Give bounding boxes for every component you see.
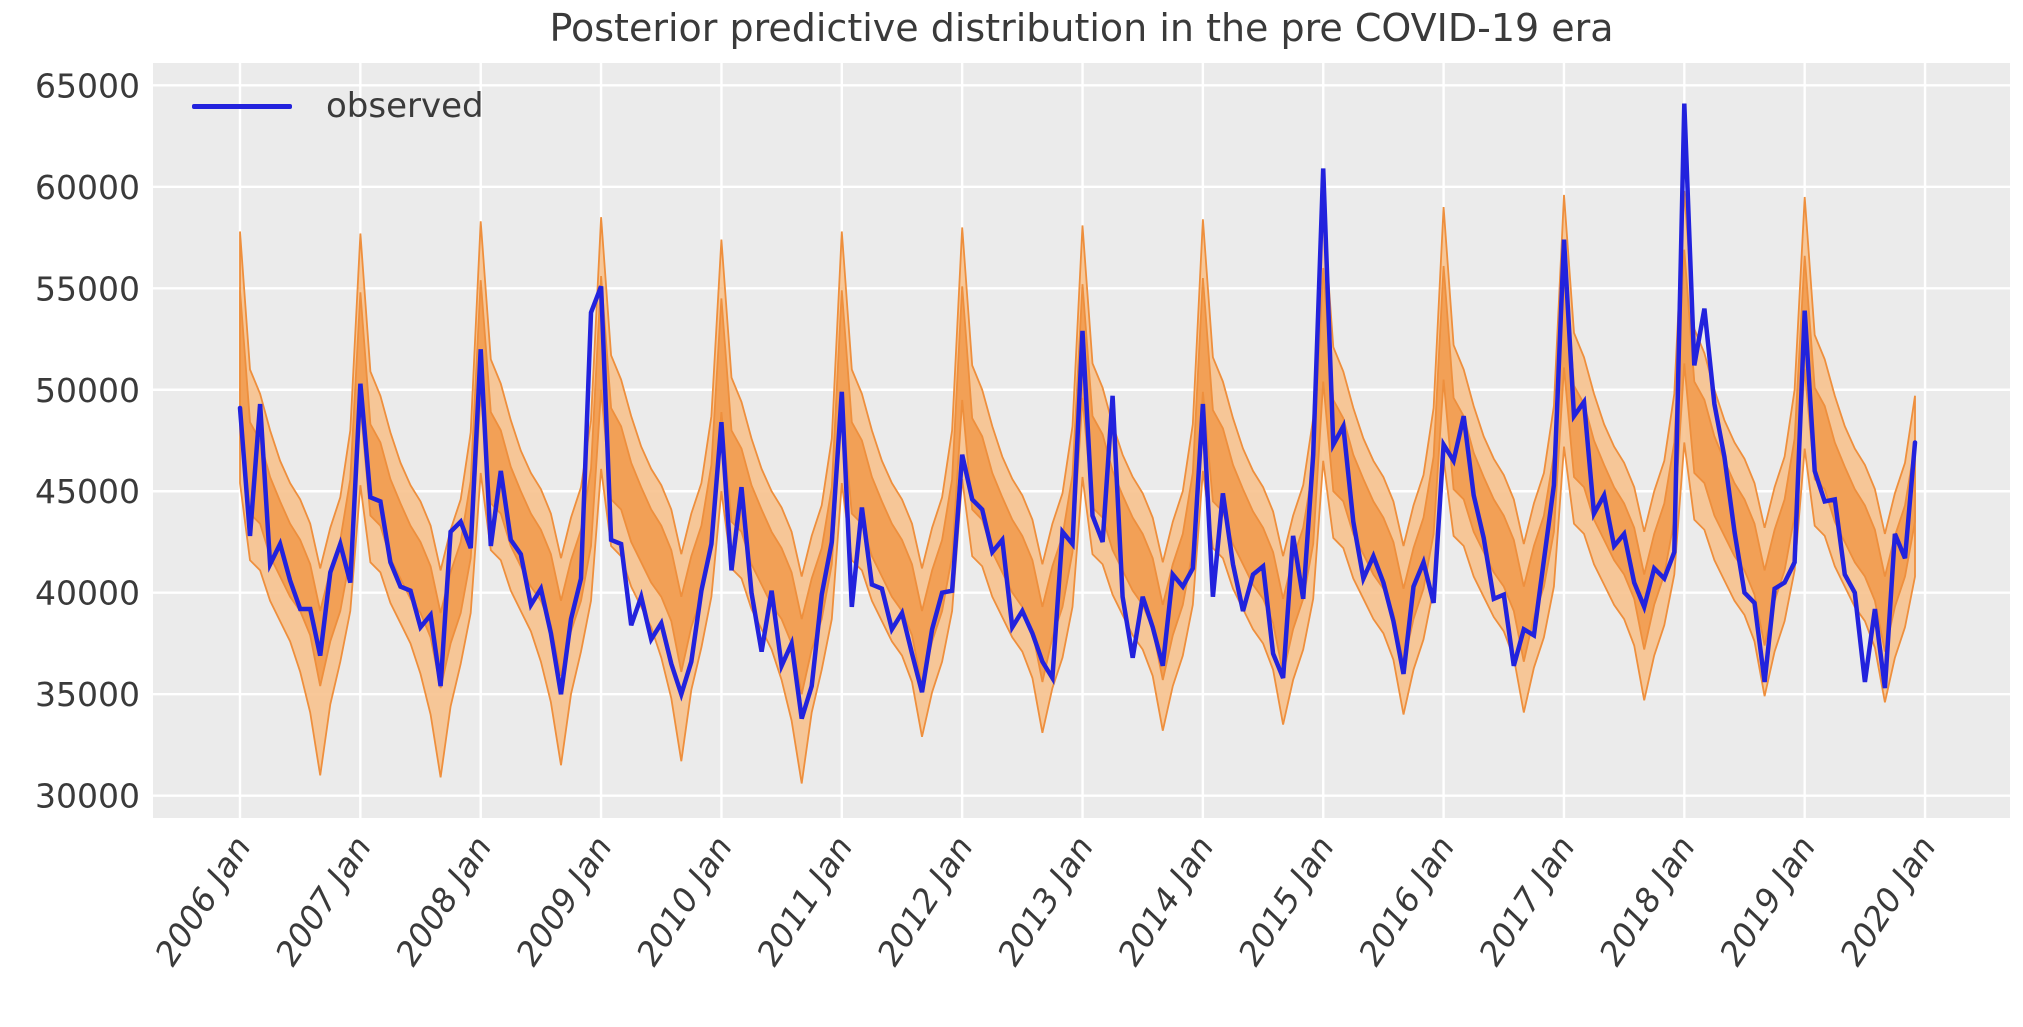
observed-line: [237, 103, 1918, 720]
y-tick-label: 60000: [35, 168, 140, 207]
x-tick-label: 2011 Jan: [749, 829, 861, 972]
y-tick-label: 45000: [35, 472, 140, 511]
x-tick-label: 2020 Jan: [1832, 829, 1944, 972]
legend: observed: [192, 86, 484, 126]
y-tick-label: 65000: [35, 66, 140, 105]
x-tick-label: 2017 Jan: [1471, 829, 1583, 972]
x-tick-label: 2015 Jan: [1230, 829, 1342, 972]
x-tick-label: 2007 Jan: [267, 829, 379, 972]
y-tick-label: 50000: [35, 371, 140, 410]
x-tick-label: 2018 Jan: [1591, 829, 1703, 972]
y-tick-label: 55000: [35, 269, 140, 308]
x-tick-label: 2014 Jan: [1110, 829, 1222, 972]
legend-label-observed: observed: [326, 86, 484, 126]
x-tick-label: 2013 Jan: [989, 829, 1101, 972]
chart-title: Posterior predictive distribution in the…: [549, 6, 1614, 50]
x-tick-label: 2009 Jan: [508, 829, 620, 972]
x-tick-label: 2012 Jan: [869, 829, 981, 972]
y-tick-label: 35000: [35, 675, 140, 714]
x-tick-label: 2010 Jan: [628, 829, 740, 972]
observed-line-sample: [192, 103, 292, 109]
y-tick-label: 30000: [35, 777, 140, 816]
x-tick-label: 2008 Jan: [388, 829, 500, 972]
y-tick-label: 40000: [35, 574, 140, 613]
x-tick-label: 2006 Jan: [147, 829, 259, 972]
x-tick-label: 2016 Jan: [1350, 829, 1462, 972]
x-tick-label: 2019 Jan: [1712, 829, 1824, 972]
